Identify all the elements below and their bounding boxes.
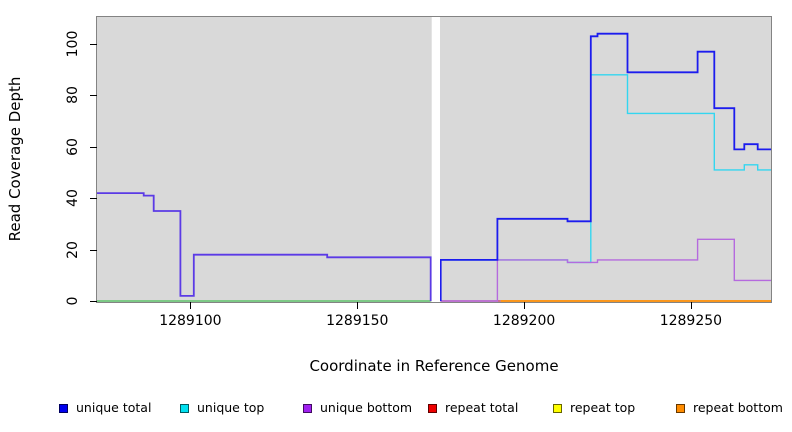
y-tick-label-80: 80 (65, 86, 81, 105)
legend-item-unique-total: unique total (59, 401, 151, 415)
x-axis-title: Coordinate in Reference Genome (309, 357, 559, 375)
legend-item-unique-bottom: unique bottom (303, 401, 412, 415)
legend-item-repeat-top: repeat top (553, 401, 635, 415)
legend-label-unique-total: unique total (76, 400, 152, 415)
x-tick-1289100 (190, 302, 192, 309)
legend-swatch-unique-total (59, 404, 68, 413)
legend-swatch-repeat-total (428, 404, 437, 413)
y-tick-80 (90, 95, 97, 97)
legend-swatch-repeat-bottom (676, 404, 685, 413)
series-unique-total-unique-bottom-left-of-gap- (97, 192, 432, 301)
plot-area (97, 17, 771, 302)
x-tick-label-1289200: 1289200 (492, 313, 556, 329)
x-tick-1289200 (524, 302, 526, 309)
y-tick-label-100: 100 (65, 30, 81, 58)
y-tick-0 (90, 301, 97, 302)
x-tick-label-1289250: 1289250 (659, 313, 723, 329)
series-unique-bottom-right-of-gap- (440, 238, 771, 302)
legend-item-unique-top: unique top (180, 401, 264, 415)
series-unique-total-right-of-gap- (439, 32, 771, 301)
no-data-gap-band (431, 17, 440, 302)
x-tick-label-1289150: 1289150 (326, 313, 389, 329)
x-tick-1289150 (357, 302, 359, 309)
legend-swatch-repeat-top (553, 404, 562, 413)
legend-label-repeat-bottom: repeat bottom (693, 400, 783, 415)
legend-label-unique-bottom: unique bottom (320, 400, 413, 415)
y-tick-label-0: 0 (65, 296, 81, 306)
y-axis-title: Read Coverage Depth (6, 76, 24, 242)
legend-swatch-unique-bottom (303, 404, 312, 413)
legend-item-repeat-bottom: repeat bottom (676, 401, 783, 415)
y-tick-60 (90, 146, 97, 148)
y-tick-label-20: 20 (65, 240, 81, 259)
y-tick-label-40: 40 (65, 189, 81, 208)
legend-item-repeat-total: repeat total (428, 401, 518, 415)
y-tick-100 (90, 44, 97, 45)
legend-label-repeat-total: repeat total (445, 400, 519, 415)
legend-label-repeat-top: repeat top (570, 400, 636, 415)
y-tick-20 (90, 249, 97, 251)
y-tick-40 (90, 198, 97, 200)
legend-swatch-unique-top (180, 404, 189, 413)
x-tick-label-1289100: 1289100 (159, 313, 222, 329)
x-tick-1289250 (690, 302, 692, 309)
y-tick-label-60: 60 (65, 137, 81, 156)
plot-canvas (97, 17, 771, 302)
legend-label-unique-top: unique top (197, 400, 265, 415)
